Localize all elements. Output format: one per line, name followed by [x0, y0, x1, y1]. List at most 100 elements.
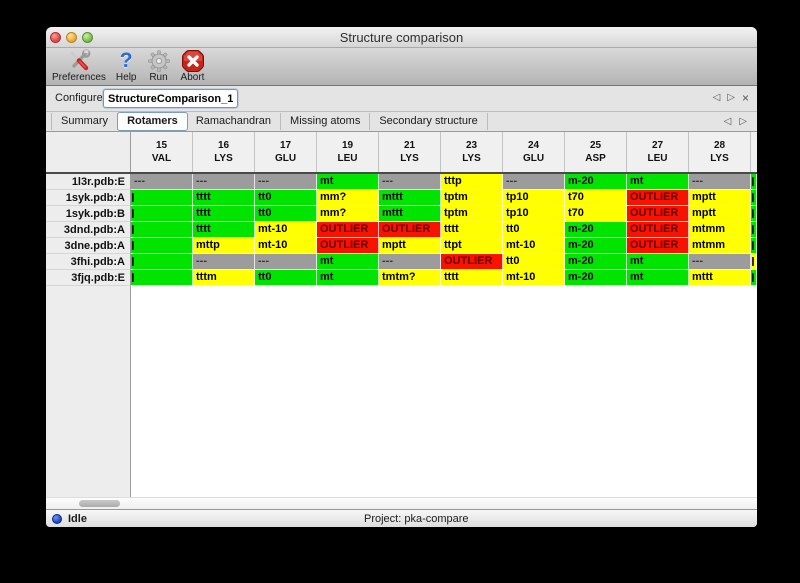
row-label[interactable]: 1l3r.pdb:E	[46, 174, 131, 190]
rotamer-cell[interactable]: ---	[689, 254, 751, 270]
row-label[interactable]: 3dnd.pdb:A	[46, 222, 131, 238]
rotamer-cell[interactable]: tt0	[503, 222, 565, 238]
tab-rotamers[interactable]: Rotamers	[117, 112, 188, 131]
column-header[interactable]: 16 LYS	[193, 132, 255, 172]
row-label[interactable]: 1syk.pdb:A	[46, 190, 131, 206]
rotamer-cell[interactable]: mt-10	[503, 270, 565, 286]
rotamer-cell[interactable]: mttt	[379, 206, 441, 222]
column-header[interactable]: 19 LEU	[317, 132, 379, 172]
rotamer-cell[interactable]: ttpt	[441, 238, 503, 254]
rotamer-cell[interactable]: tptm	[441, 190, 503, 206]
column-header[interactable]: 24 GLU	[503, 132, 565, 172]
rotamer-cell[interactable]: OUTLIER	[317, 238, 379, 254]
column-header[interactable]: 28 LYS	[689, 132, 751, 172]
rotamer-cell[interactable]: OUTLIER	[627, 238, 689, 254]
column-header[interactable]: 27 LEU	[627, 132, 689, 172]
rotamer-cell[interactable]: OUTLIER	[627, 222, 689, 238]
rotamer-cell[interactable]: mt-10	[503, 238, 565, 254]
rotamer-cell[interactable]: m-20	[565, 238, 627, 254]
rotamer-cell[interactable]: mttt	[379, 190, 441, 206]
rotamer-cell[interactable]: mm?	[317, 190, 379, 206]
rotamer-cell[interactable]: tp10	[503, 190, 565, 206]
configure-name-input[interactable]	[103, 89, 238, 108]
column-header[interactable]: 25 ASP	[565, 132, 627, 172]
rotamer-cell[interactable]: mptt	[689, 190, 751, 206]
rotamer-cell[interactable]: t70	[565, 206, 627, 222]
minimize-button[interactable]	[66, 32, 77, 43]
preferences-button[interactable]: Preferences	[52, 49, 106, 83]
rotamer-cell[interactable]: m-20	[565, 174, 627, 190]
rotamer-cell[interactable]	[131, 190, 193, 206]
rotamer-cell[interactable]: ---	[193, 254, 255, 270]
partial-column-cell[interactable]	[751, 174, 757, 190]
column-header[interactable]: 17 GLU	[255, 132, 317, 172]
rotamer-cell[interactable]: tt0	[255, 206, 317, 222]
rotamer-cell[interactable]: tp10	[503, 206, 565, 222]
close-button[interactable]	[50, 32, 61, 43]
partial-column-cell[interactable]	[751, 206, 757, 222]
rotamer-cell[interactable]	[131, 270, 193, 286]
rotamer-cell[interactable]	[131, 254, 193, 270]
rotamer-cell[interactable]: mt	[317, 270, 379, 286]
tab-next-icon[interactable]: ▷	[739, 116, 747, 127]
rotamer-cell[interactable]: ---	[131, 174, 193, 190]
rotamer-cell[interactable]: tttt	[193, 206, 255, 222]
column-header[interactable]: 23 LYS	[441, 132, 503, 172]
run-button[interactable]: Run	[147, 49, 171, 83]
rotamer-cell[interactable]: OUTLIER	[627, 190, 689, 206]
rotamer-cell[interactable]: tptm	[441, 206, 503, 222]
rotamer-cell[interactable]: mt-10	[255, 238, 317, 254]
tab-missing-atoms[interactable]: Missing atoms	[281, 113, 371, 130]
rotamer-cell[interactable]: mptt	[689, 206, 751, 222]
rotamer-cell[interactable]: mt	[627, 254, 689, 270]
rotamer-cell[interactable]	[131, 238, 193, 254]
scrollbar-thumb[interactable]	[79, 500, 120, 507]
rotamer-cell[interactable]: mm?	[317, 206, 379, 222]
tab-secondary-structure[interactable]: Secondary structure	[370, 113, 488, 130]
partial-column-cell[interactable]	[751, 222, 757, 238]
rotamer-cell[interactable]	[131, 206, 193, 222]
horizontal-scrollbar[interactable]	[46, 497, 757, 509]
tab-summary[interactable]: Summary	[51, 113, 119, 130]
rotamer-cell[interactable]: mt-10	[255, 222, 317, 238]
rotamer-cell[interactable]: OUTLIER	[379, 222, 441, 238]
rotamer-cell[interactable]: mt	[627, 270, 689, 286]
rotamer-cell[interactable]: OUTLIER	[441, 254, 503, 270]
partial-column-cell[interactable]	[751, 190, 757, 206]
row-label[interactable]: 3fhi.pdb:A	[46, 254, 131, 270]
close-view-icon[interactable]: ×	[741, 90, 749, 105]
row-label[interactable]: 3fjq.pdb:E	[46, 270, 131, 286]
rotamer-cell[interactable]	[131, 222, 193, 238]
rotamer-cell[interactable]: t70	[565, 190, 627, 206]
partial-column-cell[interactable]	[751, 238, 757, 254]
partial-column-cell[interactable]	[751, 270, 757, 286]
help-button[interactable]: ? Help	[116, 49, 137, 83]
next-page-icon[interactable]: ▷	[727, 92, 735, 103]
rotamer-cell[interactable]: OUTLIER	[627, 206, 689, 222]
partial-column-cell[interactable]	[751, 254, 757, 270]
title-bar[interactable]: Structure comparison	[46, 27, 757, 48]
rotamer-cell[interactable]: tttt	[193, 222, 255, 238]
tab-ramachandran[interactable]: Ramachandran	[187, 113, 282, 130]
rotamer-cell[interactable]: mt	[317, 174, 379, 190]
rotamer-cell[interactable]: tttt	[441, 270, 503, 286]
rotamer-cell[interactable]: mptt	[379, 238, 441, 254]
rotamer-cell[interactable]: tt0	[503, 254, 565, 270]
rotamer-cell[interactable]: ---	[379, 174, 441, 190]
rotamer-cell[interactable]: tmtm?	[379, 270, 441, 286]
tab-prev-icon[interactable]: ◁	[723, 116, 732, 127]
rotamer-cell[interactable]: ---	[255, 174, 317, 190]
rotamer-cell[interactable]: mttp	[193, 238, 255, 254]
rotamer-cell[interactable]: m-20	[565, 270, 627, 286]
rotamer-cell[interactable]: tt0	[255, 270, 317, 286]
rotamer-cell[interactable]: m-20	[565, 254, 627, 270]
rotamer-cell[interactable]: mtmm	[689, 238, 751, 254]
rotamer-cell[interactable]: mt	[317, 254, 379, 270]
rotamer-cell[interactable]: tttm	[193, 270, 255, 286]
rotamer-cell[interactable]: tt0	[255, 190, 317, 206]
rotamer-cell[interactable]: OUTLIER	[317, 222, 379, 238]
rotamer-cell[interactable]: tttt	[441, 222, 503, 238]
rotamer-cell[interactable]: ---	[689, 174, 751, 190]
row-label[interactable]: 3dne.pdb:A	[46, 238, 131, 254]
rotamer-cell[interactable]: ---	[503, 174, 565, 190]
